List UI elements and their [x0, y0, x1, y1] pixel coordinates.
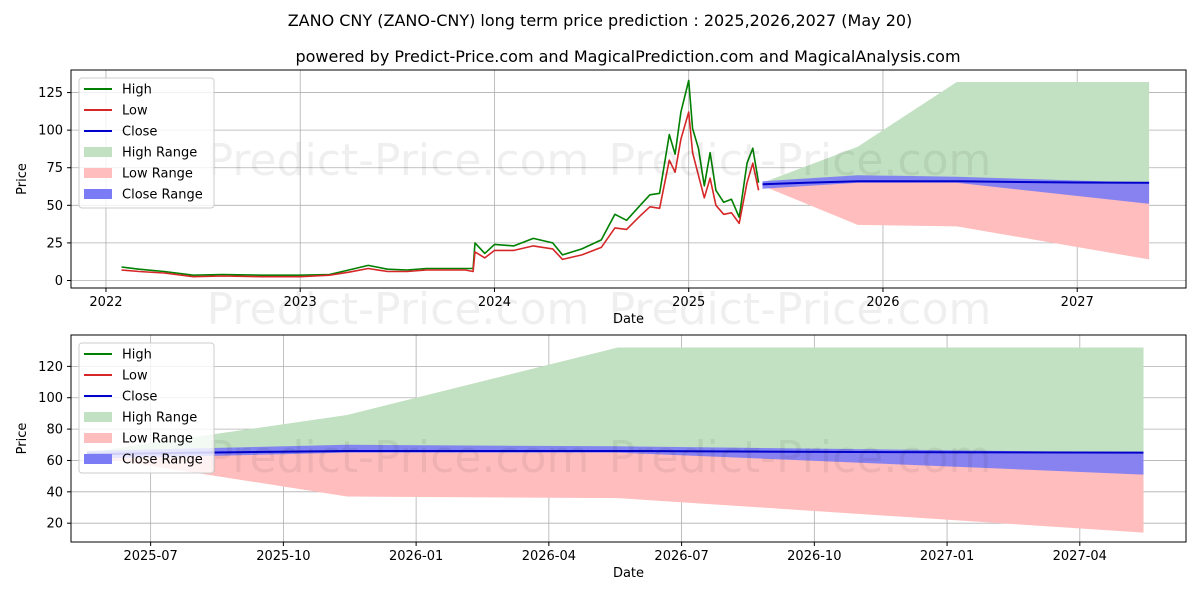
y-tick-label: 60 — [46, 454, 63, 469]
x-axis-label: Date — [613, 566, 644, 581]
y-tick-label: 40 — [46, 485, 63, 500]
y-tick-label: 80 — [46, 423, 63, 438]
panel-top: Predict-Price.com Predict-Price.com Predic… — [15, 69, 1187, 335]
watermark: Predict-Price.com — [609, 284, 992, 335]
legend: High Low Close High Range Low Range Close Ran… — [78, 77, 215, 209]
legend-box — [78, 77, 215, 209]
low-range-band — [762, 181, 1150, 260]
y-tick-label: 25 — [46, 236, 63, 251]
chart-subtitle: powered by Predict-Price.com and Magical… — [295, 47, 960, 66]
legend-label: Close — [122, 390, 157, 405]
panel-bottom: Predict-Price.com Predict-Price.com 2025-0… — [15, 334, 1187, 581]
legend-swatch — [84, 168, 112, 178]
x-tick-label: 2026 — [866, 295, 899, 310]
legend-label: Low — [122, 104, 148, 119]
watermark: Predict-Price.com — [207, 432, 590, 483]
watermark: Predict-Price.com — [609, 432, 992, 483]
close-line — [762, 180, 1150, 186]
y-axis-label: Price — [15, 423, 30, 455]
legend-label: Low Range — [122, 432, 193, 447]
high-line — [121, 79, 760, 276]
watermark: Predict-Price.com — [207, 284, 590, 335]
x-tick-label: 2027 — [1061, 295, 1094, 310]
x-tick-label: 2024 — [478, 295, 511, 310]
legend-label: Low Range — [122, 167, 193, 182]
legend-label: High — [122, 83, 152, 98]
x-tick-label: 2026-10 — [787, 549, 841, 564]
x-tick-label: 2026-04 — [522, 549, 576, 564]
y-tick-label: 75 — [46, 161, 63, 176]
y-tick-label: 100 — [38, 124, 63, 139]
x-tick-label: 2022 — [89, 295, 122, 310]
legend-box — [78, 342, 215, 474]
legend-label: Close Range — [122, 453, 203, 468]
x-tick-label: 2025 — [672, 295, 705, 310]
x-tick-label: 2025-10 — [256, 549, 310, 564]
legend-label: High Range — [122, 411, 197, 426]
x-tick-label: 2023 — [284, 295, 317, 310]
low-range-band — [86, 451, 1144, 533]
legend-label: High — [122, 348, 152, 363]
legend-swatch — [84, 412, 112, 422]
axes-frame — [70, 334, 1187, 543]
legend-swatch — [84, 189, 112, 199]
y-tick-label: 125 — [38, 86, 63, 101]
x-tick-label: 2027-01 — [920, 549, 974, 564]
x-tick-label: 2026-01 — [389, 549, 443, 564]
chart-title: ZANO CNY (ZANO-CNY) long term price pred… — [288, 11, 913, 30]
legend-label: High Range — [122, 146, 197, 161]
legend-label: Close Range — [122, 188, 203, 203]
y-tick-label: 50 — [46, 199, 63, 214]
plot-area — [121, 79, 1150, 278]
watermark: Predict-Price.com — [207, 135, 590, 186]
x-axis-label: Date — [613, 312, 644, 327]
watermark: Predict-Price.com — [609, 135, 992, 186]
y-tick-label: 120 — [38, 360, 63, 375]
x-tick-label: 2025-07 — [123, 549, 177, 564]
close-line — [86, 450, 1144, 456]
high-range-band — [762, 82, 1150, 185]
high-range-band — [86, 347, 1144, 455]
x-tick-label: 2027-04 — [1053, 549, 1107, 564]
legend-label: Low — [122, 369, 148, 384]
legend: High Low Close High Range Low Range Close Ran… — [78, 342, 215, 474]
y-tick-label: 100 — [38, 391, 63, 406]
legend-swatch — [84, 454, 112, 464]
legend-label: Close — [122, 125, 157, 140]
y-tick-label: 0 — [55, 274, 63, 289]
x-tick-label: 2026-07 — [654, 549, 708, 564]
low-line — [121, 111, 760, 278]
axes-frame — [70, 69, 1187, 289]
y-axis-label: Price — [15, 163, 30, 195]
plot-area — [86, 347, 1144, 533]
legend-swatch — [84, 433, 112, 443]
y-tick-label: 20 — [46, 517, 63, 532]
legend-swatch — [84, 147, 112, 157]
